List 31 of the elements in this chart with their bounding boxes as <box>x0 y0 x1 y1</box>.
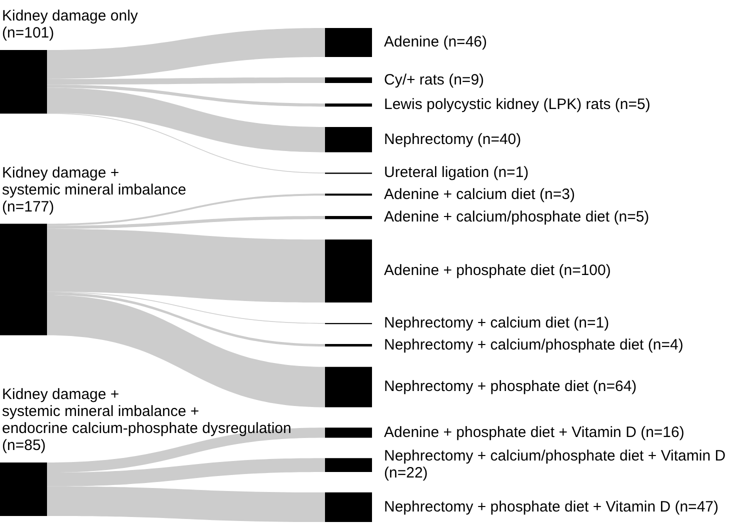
text: Kidney damage + systemic mineral imbalance + endocrine calcium-phosphate dysregulation (n=85) <box>2 386 292 454</box>
category-label: Nephrectomy + phosphate diet + Vitamin D <box>384 498 671 516</box>
text: Kidney damage + systemic mineral imbalance (n=177) <box>2 164 186 216</box>
data-label: (n=5) <box>614 96 650 114</box>
data-label: (n=5) <box>614 208 650 226</box>
data-label: (n=4) <box>648 336 684 354</box>
category-label: Nephrectomy + calcium/phosphate diet <box>384 336 645 354</box>
category-label: Ureteral ligation <box>384 164 490 182</box>
category-label: Nephrectomy + calcium diet <box>384 314 570 332</box>
text: Kidney damage only (n=101) <box>2 8 138 42</box>
category-label: Adenine + calcium diet <box>384 186 536 203</box>
data-label: (n=22) <box>384 464 428 482</box>
data-label: (n=40) <box>477 130 522 148</box>
category-label: Nephrectomy + calcium/phosphate diet + Vitamin D <box>384 448 726 465</box>
data-label: (n=1) <box>493 164 529 182</box>
data-label: (n=3) <box>540 186 575 203</box>
data-label: (n=9) <box>448 71 484 88</box>
category-label: Nephrectomy + phosphate diet <box>384 378 590 396</box>
category-label: Adenine + calcium/phosphate diet <box>384 208 610 226</box>
data-label: (n=1) <box>574 314 610 332</box>
data-label: (n=46) <box>443 34 487 51</box>
data-label: (n=100) <box>558 262 611 280</box>
category-label: Adenine <box>384 34 440 51</box>
category-label: Lewis polycystic kidney (LPK) rats <box>384 96 611 114</box>
data-label: (n=16) <box>640 424 684 441</box>
category-label: Adenine + phosphate diet <box>384 262 556 280</box>
data-label: (n=47) <box>674 498 718 516</box>
category-label: Nephrectomy <box>384 130 474 148</box>
category-label: Cy/+ rats <box>384 71 444 88</box>
category-label: Adenine + phosphate diet + Vitamin D <box>384 424 637 441</box>
data-label: (n=64) <box>592 378 637 396</box>
